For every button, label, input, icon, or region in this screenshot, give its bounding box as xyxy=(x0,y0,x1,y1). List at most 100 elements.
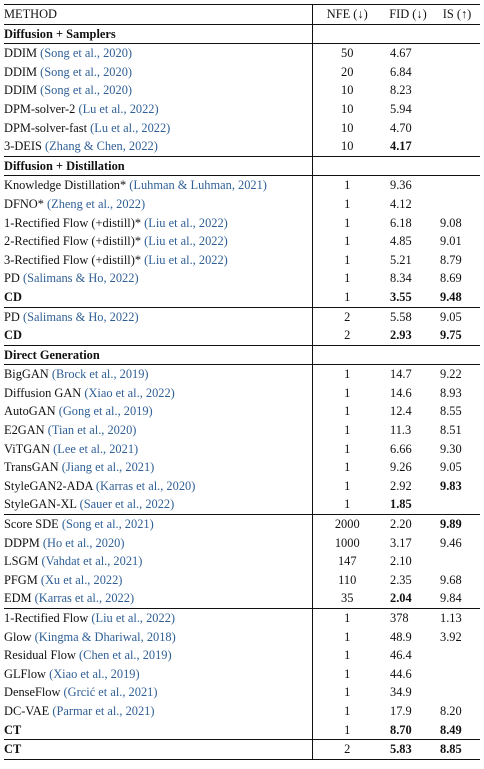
citation-link[interactable]: (Karras et al., 2020) xyxy=(95,478,196,493)
method-cell: PD (Salimans & Ho, 2022) xyxy=(4,269,313,288)
method-cell: 3-Rectified Flow (+distill)* (Liu et al.… xyxy=(4,250,313,270)
fid-cell: 48.9 xyxy=(390,629,412,644)
method-cell: CD xyxy=(4,287,313,307)
section-title: Diffusion + Distillation xyxy=(4,155,313,176)
citation-link[interactable]: (Gong et al., 2019) xyxy=(58,404,153,419)
fid-cell: 8.34 xyxy=(390,271,412,286)
header-fid: FID (↓) xyxy=(382,4,434,25)
citation-link[interactable]: (Sauer et al., 2022) xyxy=(79,497,175,512)
citation-link[interactable]: (Liu et al., 2022) xyxy=(144,234,228,249)
fid-cell: 14.7 xyxy=(382,364,434,384)
citation-link[interactable]: (Grcić et al., 2021) xyxy=(63,685,158,700)
method-cell: DFNO* (Zheng et al., 2022) xyxy=(4,194,313,214)
is-cell: 8.49 xyxy=(440,722,462,737)
fid-cell: 4.67 xyxy=(382,43,434,63)
nfe-cell: 147 xyxy=(337,554,357,569)
method-cell: 2-Rectified Flow (+distill)* (Liu et al.… xyxy=(4,232,313,251)
section-title: Direct Generation xyxy=(4,344,313,365)
method-cell: DenseFlow (Grcić et al., 2021) xyxy=(4,683,313,702)
citation-link[interactable]: (Lu et al., 2022) xyxy=(90,120,171,135)
method-name: Diffusion GAN xyxy=(4,385,85,400)
fid-cell: 2.35 xyxy=(390,572,412,587)
nfe-cell: 1 xyxy=(344,252,351,267)
fid-cell: 34.9 xyxy=(390,685,412,700)
citation-link[interactable]: (Liu et al., 2022) xyxy=(91,611,176,625)
is-cell: 8.85 xyxy=(434,739,480,760)
section-title-spacer xyxy=(382,155,434,176)
citation-link[interactable]: (Song et al., 2020) xyxy=(40,46,133,61)
citation-link[interactable]: (Song et al., 2020) xyxy=(40,64,133,79)
nfe-cell: 2 xyxy=(312,306,382,327)
table-row: PD (Salimans & Ho, 2022) 1 8.34 8.69 xyxy=(4,269,480,288)
citation-link[interactable]: (Chen et al., 2019) xyxy=(79,648,172,663)
table-row: PFGM (Xu et al., 2022) 110 2.35 9.68 xyxy=(4,570,480,590)
method-name: PFGM xyxy=(4,572,41,587)
method-cell: CD xyxy=(4,326,313,346)
section-title-spacer xyxy=(434,155,480,176)
nfe-cell: 2 xyxy=(344,328,351,343)
nfe-cell: 1 xyxy=(312,607,382,628)
nfe-cell: 1 xyxy=(344,215,351,230)
nfe-cell: 1 xyxy=(312,364,382,384)
table-row: StyleGAN-XL (Sauer et al., 2022) 1 1.85 xyxy=(4,495,480,515)
method-name: DC-VAE xyxy=(4,703,53,718)
method-name: EDM xyxy=(4,591,35,606)
fid-cell: 44.6 xyxy=(390,666,412,681)
is-cell xyxy=(434,63,480,82)
citation-link[interactable]: (Zhang & Chen, 2022) xyxy=(44,139,158,154)
table-row: GLFlow (Xiao et al., 2019) 1 44.6 xyxy=(4,664,480,684)
table-row: E2GAN (Tian et al., 2020) 1 11.3 8.51 xyxy=(4,421,480,440)
section-header-row: Diffusion + Samplers xyxy=(4,23,480,44)
nfe-cell: 1 xyxy=(344,196,351,211)
citation-link[interactable]: (Zheng et al., 2022) xyxy=(47,196,146,211)
table-row: DDIM (Song et al., 2020) 20 6.84 xyxy=(4,62,480,82)
method-cell: GLFlow (Xiao et al., 2019) xyxy=(4,664,313,684)
citation-link[interactable]: (Tian et al., 2020) xyxy=(47,423,137,438)
citation-link[interactable]: (Jiang et al., 2021) xyxy=(61,460,155,475)
citation-link[interactable]: (Liu et al., 2022) xyxy=(144,252,228,267)
method-cell: DPM-solver-2 (Lu et al., 2022) xyxy=(4,99,313,119)
citation-link[interactable]: (Xu et al., 2022) xyxy=(40,572,123,587)
fid-cell: 6.66 xyxy=(390,441,412,456)
citation-link[interactable]: (Vahdat et al., 2021) xyxy=(41,554,143,569)
method-cell: DDIM (Song et al., 2020) xyxy=(4,62,313,82)
method-cell: 3-DEIS (Zhang & Chen, 2022) xyxy=(4,137,313,157)
is-cell: 8.55 xyxy=(440,404,462,419)
citation-link[interactable]: (Karras et al., 2022) xyxy=(34,591,135,606)
citation-link[interactable]: (Brock et al., 2019) xyxy=(51,367,149,382)
is-cell xyxy=(434,683,480,702)
citation-link[interactable]: (Liu et al., 2022) xyxy=(144,215,228,230)
citation-link[interactable]: (Xiao et al., 2022) xyxy=(84,385,175,400)
method-cell: DDPM (Ho et al., 2020) xyxy=(4,533,313,553)
citation-link[interactable]: (Parmar et al., 2021) xyxy=(52,703,155,718)
header-method: METHOD xyxy=(4,4,313,25)
citation-link[interactable]: (Song et al., 2021) xyxy=(61,517,154,532)
fid-cell: 17.9 xyxy=(390,703,412,718)
method-name: CD xyxy=(4,328,22,343)
header-nfe: NFE (↓) xyxy=(312,4,382,25)
fid-cell: 5.58 xyxy=(382,306,434,327)
citation-link[interactable]: (Xiao et al., 2019) xyxy=(49,666,140,681)
is-cell: 8.79 xyxy=(440,252,462,267)
table-row: StyleGAN2-ADA (Karras et al., 2020) 1 2.92… xyxy=(4,476,480,496)
fid-cell: 2.10 xyxy=(390,554,412,569)
citation-link[interactable]: (Song et al., 2020) xyxy=(40,83,133,98)
citation-link[interactable]: (Kingma & Dhariwal, 2018) xyxy=(34,629,176,644)
citation-link[interactable]: (Salimans & Ho, 2022) xyxy=(22,271,139,286)
citation-link[interactable]: (Lu et al., 2022) xyxy=(78,101,159,116)
is-cell: 8.69 xyxy=(440,271,462,286)
citation-link[interactable]: (Lee et al., 2021) xyxy=(53,441,139,456)
results-table: METHOD NFE (↓) FID (↓) IS (↑) Diffusion … xyxy=(4,4,480,760)
citation-link[interactable]: (Salimans & Ho, 2022) xyxy=(22,309,139,324)
nfe-cell: 2 xyxy=(312,739,382,760)
method-name: DenseFlow xyxy=(4,685,64,700)
method-cell: DDIM (Song et al., 2020) xyxy=(4,81,313,100)
table-row: BigGAN (Brock et al., 2019) 1 14.7 9.22 xyxy=(4,364,480,384)
citation-link[interactable]: (Ho et al., 2020) xyxy=(42,535,125,550)
method-name: Glow xyxy=(4,629,35,644)
table-row: 3-DEIS (Zhang & Chen, 2022) 10 4.17 xyxy=(4,137,480,157)
table-row: EDM (Karras et al., 2022) 35 2.04 9.84 xyxy=(4,589,480,609)
is-cell xyxy=(434,495,480,514)
method-cell: Knowledge Distillation* (Luhman & Luhman… xyxy=(4,175,313,195)
citation-link[interactable]: (Luhman & Luhman, 2021) xyxy=(129,178,267,193)
